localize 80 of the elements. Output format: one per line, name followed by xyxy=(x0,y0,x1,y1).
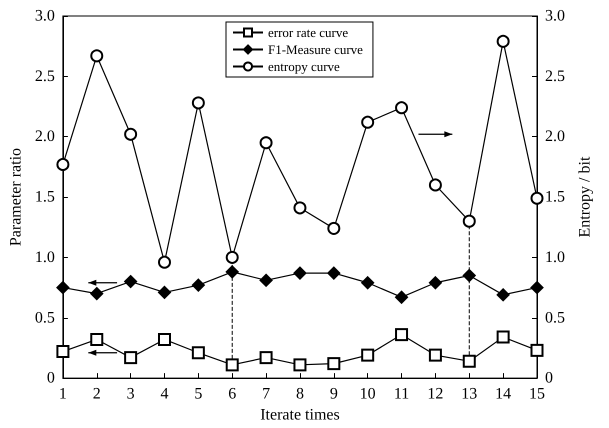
point xyxy=(395,328,408,342)
y-tick-label: 1.0 xyxy=(34,248,55,266)
point xyxy=(90,49,104,62)
point xyxy=(90,332,104,346)
point xyxy=(293,201,306,214)
point xyxy=(530,280,544,294)
point xyxy=(260,136,273,150)
point xyxy=(192,96,205,110)
point xyxy=(226,265,239,278)
y2-tick-label: 2.0 xyxy=(545,128,565,146)
x-tick-label: 1 xyxy=(58,386,67,403)
point xyxy=(56,158,70,171)
x-tick-label: 2 xyxy=(92,386,101,403)
x-tick-label: 11 xyxy=(394,386,410,403)
point xyxy=(327,222,340,235)
point xyxy=(124,274,138,288)
y-tick-label: 3.0 xyxy=(34,8,55,24)
point xyxy=(496,34,510,48)
point xyxy=(56,345,70,358)
point xyxy=(462,268,476,282)
legend-label: error rate curve xyxy=(268,25,348,40)
point xyxy=(394,290,408,304)
point xyxy=(462,354,476,368)
x-tick-label: 3 xyxy=(126,386,135,403)
point xyxy=(530,344,544,357)
y2-tick-label: 0.5 xyxy=(545,309,565,326)
point xyxy=(124,351,138,364)
y2-tick-label: 3.0 xyxy=(545,8,565,24)
x-tick-label: 10 xyxy=(360,386,376,403)
y2-tick-label: 0 xyxy=(545,370,553,387)
x-tick-label: 6 xyxy=(228,386,236,403)
y-tick-label: 2.5 xyxy=(34,68,55,85)
point xyxy=(361,348,374,362)
x-axis-title: Iterate times xyxy=(260,406,340,424)
point xyxy=(124,128,138,141)
y2-axis-title: Entropy / bit xyxy=(576,156,594,238)
x-tick-label: 5 xyxy=(194,386,202,403)
x-tick-label: 7 xyxy=(262,386,270,403)
point xyxy=(496,330,510,344)
x-tick-label: 12 xyxy=(427,386,444,403)
x-tick-label: 14 xyxy=(495,386,512,403)
y2-tick-label: 2.5 xyxy=(545,68,565,85)
point xyxy=(90,287,104,300)
y2-tick-label: 1.5 xyxy=(545,188,565,206)
point xyxy=(259,274,273,287)
point xyxy=(361,276,374,290)
point xyxy=(192,346,205,360)
point xyxy=(428,178,442,192)
legend-label: entropy curve xyxy=(268,59,340,74)
x-tick-label: 13 xyxy=(461,386,478,403)
x-tick-label: 4 xyxy=(160,386,168,403)
x-tick-label: 15 xyxy=(529,386,545,403)
x-tick-label: 8 xyxy=(296,386,304,403)
point xyxy=(428,276,442,290)
point xyxy=(260,351,273,364)
point xyxy=(395,101,408,114)
y-tick-label: 0.5 xyxy=(34,309,55,326)
point xyxy=(56,280,70,294)
point xyxy=(293,358,306,372)
point xyxy=(361,116,374,129)
point xyxy=(428,348,442,362)
x-tick-label: 9 xyxy=(330,386,338,403)
point xyxy=(462,214,476,228)
y-tick-label: 0 xyxy=(46,370,55,387)
legend-label: F1-Measure curve xyxy=(268,42,364,57)
point xyxy=(158,332,171,346)
point xyxy=(327,266,340,280)
point xyxy=(327,357,340,370)
y-tick-label: 2.0 xyxy=(34,128,55,146)
point xyxy=(496,288,510,302)
point xyxy=(158,256,171,269)
point xyxy=(530,192,544,205)
point xyxy=(293,266,307,280)
y2-tick-label: 1.0 xyxy=(545,248,565,266)
point xyxy=(226,250,239,264)
y-axis-title: Parameter ratio xyxy=(8,148,24,246)
y-tick-label: 1.5 xyxy=(34,188,55,206)
point xyxy=(158,286,172,300)
point xyxy=(192,278,205,292)
point xyxy=(226,358,239,372)
